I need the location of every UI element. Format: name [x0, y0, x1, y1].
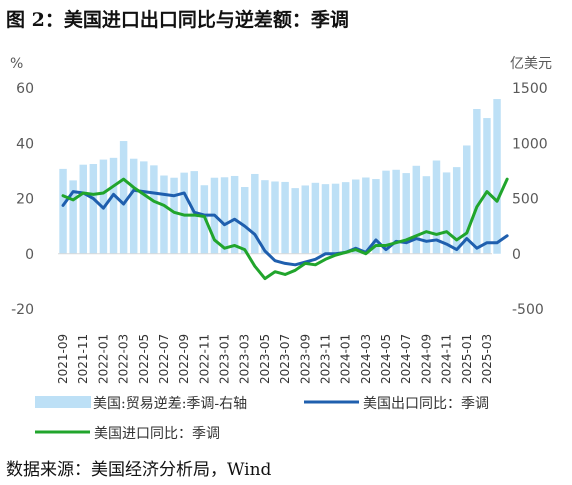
right-tick-label: 0	[512, 247, 521, 263]
deficit-bar	[261, 180, 269, 254]
deficit-bar	[311, 182, 320, 254]
left-tick-label: 40	[16, 136, 34, 152]
x-tick-label: 2025-03	[480, 334, 494, 384]
import-yoy-line	[61, 177, 509, 281]
deficit-bar	[89, 164, 98, 254]
deficit-bar	[473, 109, 481, 254]
x-tick-label: 2024-01	[339, 334, 353, 384]
x-tick-label: 2021-09	[56, 334, 70, 384]
x-tick-label: 2022-11	[197, 334, 211, 384]
deficit-bar	[331, 183, 340, 254]
deficit-bar	[341, 182, 350, 254]
deficit-bar	[372, 179, 380, 254]
x-tick-label: 2024-03	[359, 334, 373, 384]
right-tick-label: 1500	[512, 81, 548, 97]
deficit-bar	[452, 167, 461, 254]
x-tick-label: 2024-09	[419, 334, 433, 384]
deficit-bar	[281, 181, 289, 254]
deficit-bars	[59, 99, 501, 254]
deficit-bar	[493, 99, 501, 254]
x-tick-label: 2024-05	[379, 334, 393, 384]
deficit-bar	[483, 118, 491, 254]
deficit-bar	[220, 177, 229, 254]
x-tick-label: 2023-05	[258, 334, 272, 384]
deficit-bar	[291, 188, 299, 254]
right-tick-label: 500	[512, 192, 539, 208]
left-tick-label: 60	[16, 81, 34, 97]
deficit-bar	[180, 172, 188, 254]
deficit-bar	[150, 165, 158, 254]
deficit-bar	[230, 175, 239, 254]
deficit-bar	[432, 160, 441, 254]
left-tick-label: 20	[16, 192, 34, 208]
x-tick-label: 2022-07	[157, 334, 171, 384]
legend-label-export: 美国出口同比：季调	[363, 396, 489, 412]
legend-swatch-deficit	[35, 396, 91, 408]
axes: 60 40 20 0 -20 1500 1000 500 0 -500% 亿美元 2021-09 202…	[10, 56, 552, 384]
legend-label-import: 美国进口同比：季调	[94, 426, 220, 442]
x-tick-label: 2022-05	[137, 334, 151, 384]
source-note: 数据来源：美国经济分析局，Wind	[6, 460, 272, 480]
left-unit-label: %	[10, 56, 23, 72]
legend-label-deficit: 美国:贸易逆差:季调-右轴	[93, 396, 247, 412]
x-tick-label: 2023-01	[218, 334, 232, 384]
x-tick-label: 2022-01	[96, 334, 110, 384]
deficit-bar	[362, 177, 370, 254]
deficit-bar	[79, 164, 87, 254]
deficit-bar	[170, 177, 178, 254]
deficit-bar	[422, 176, 431, 254]
deficit-bar	[69, 180, 77, 254]
x-tick-label: 2025-01	[460, 334, 474, 384]
right-unit-label: 亿美元	[510, 56, 552, 72]
right-tick-label: 1000	[512, 136, 548, 152]
deficit-bar	[129, 158, 138, 254]
deficit-bar	[352, 179, 360, 254]
deficit-bar	[392, 169, 400, 254]
right-tick-label: -500	[512, 302, 544, 318]
x-tick-label: 2021-11	[76, 334, 90, 384]
deficit-bar	[301, 185, 310, 254]
deficit-bar	[463, 145, 471, 254]
deficit-bar	[412, 165, 421, 254]
deficit-bar	[119, 141, 128, 254]
x-tick-label: 2022-03	[117, 334, 131, 384]
left-tick-label: -20	[11, 302, 34, 318]
x-tick-label: 2023-11	[318, 334, 332, 384]
x-tick-label: 2023-07	[278, 334, 292, 384]
left-tick-label: 0	[25, 247, 34, 263]
deficit-bar	[140, 161, 148, 254]
yoy-lines	[61, 177, 509, 281]
x-tick-label: 2023-09	[298, 334, 312, 384]
deficit-bar	[251, 173, 259, 254]
x-tick-label: 2024-07	[399, 334, 413, 384]
deficit-bar	[321, 184, 330, 254]
x-tick-label: 2024-11	[440, 334, 454, 384]
deficit-bar	[271, 181, 279, 254]
deficit-bar	[442, 172, 451, 254]
deficit-bar	[59, 168, 67, 254]
figure-title: 图 2：美国进口出口同比与逆差额：季调	[6, 9, 349, 31]
deficit-bar	[402, 173, 410, 254]
deficit-bar	[240, 187, 249, 254]
x-tick-label: 2022-09	[177, 334, 191, 384]
deficit-bar	[160, 175, 168, 254]
x-tick-label: 2023-03	[238, 334, 252, 384]
deficit-bar	[109, 157, 118, 254]
deficit-bar	[382, 170, 390, 254]
